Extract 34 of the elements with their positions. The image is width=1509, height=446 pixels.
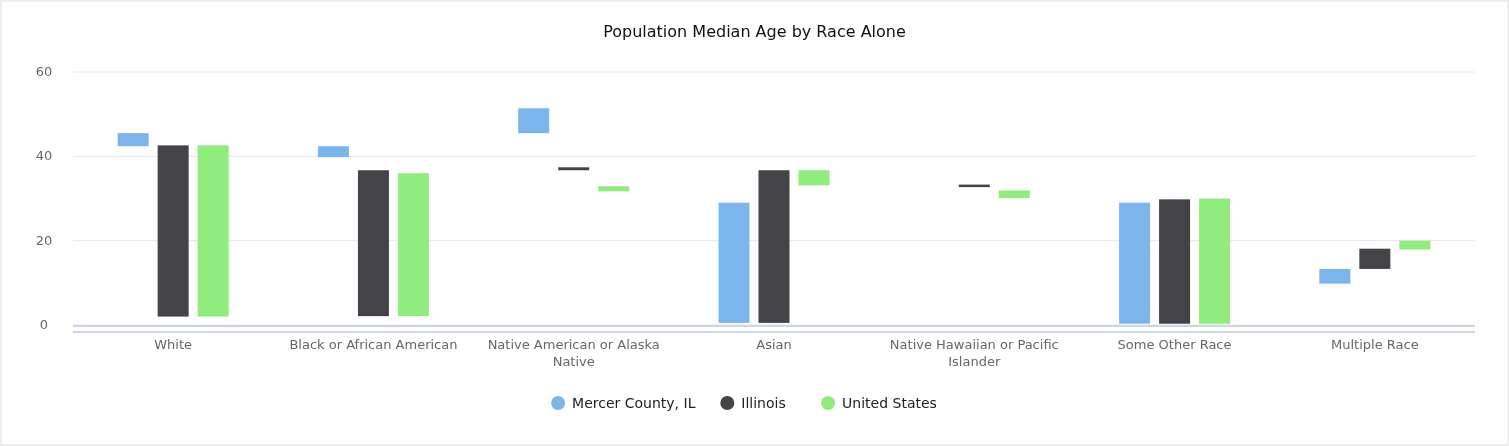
x-tick-label: White	[154, 337, 193, 352]
bar	[718, 202, 750, 323]
bar	[558, 167, 590, 171]
bar	[998, 190, 1030, 199]
bar	[397, 173, 429, 317]
bar	[1199, 198, 1231, 324]
y-tick-label: 0	[39, 317, 49, 332]
y-tick-label: 40	[35, 148, 53, 164]
bar	[598, 186, 630, 192]
legend-label: Illinois	[741, 395, 786, 411]
legend-label: United States	[842, 395, 937, 411]
bar	[357, 170, 389, 317]
bar	[1359, 248, 1391, 269]
bar	[317, 146, 349, 158]
bar	[1119, 202, 1151, 324]
bar	[1319, 268, 1351, 284]
x-tick-label: Multiple Race	[1331, 337, 1419, 352]
x-tick-label: Native American or Alaska Native	[487, 337, 660, 369]
bar	[758, 170, 790, 323]
x-tick-label: Some Other Race	[1117, 337, 1232, 352]
y-tick-label: 20	[35, 232, 53, 248]
chart-title: Population Median Age by Race Alone	[603, 22, 906, 41]
bar	[518, 108, 550, 134]
bar	[157, 145, 189, 317]
y-tick-label: 60	[35, 64, 53, 79]
x-tick-label: Native Hawaiian or Pacific Islander	[889, 337, 1059, 369]
bar	[1159, 199, 1191, 324]
bar	[117, 133, 149, 147]
x-tick-label: Asian	[756, 337, 792, 352]
bar	[197, 145, 229, 317]
bar	[798, 170, 830, 186]
bar	[1399, 240, 1431, 250]
x-tick-label: Black or African American	[289, 337, 458, 352]
legend-label: Mercer County, IL	[572, 395, 696, 411]
